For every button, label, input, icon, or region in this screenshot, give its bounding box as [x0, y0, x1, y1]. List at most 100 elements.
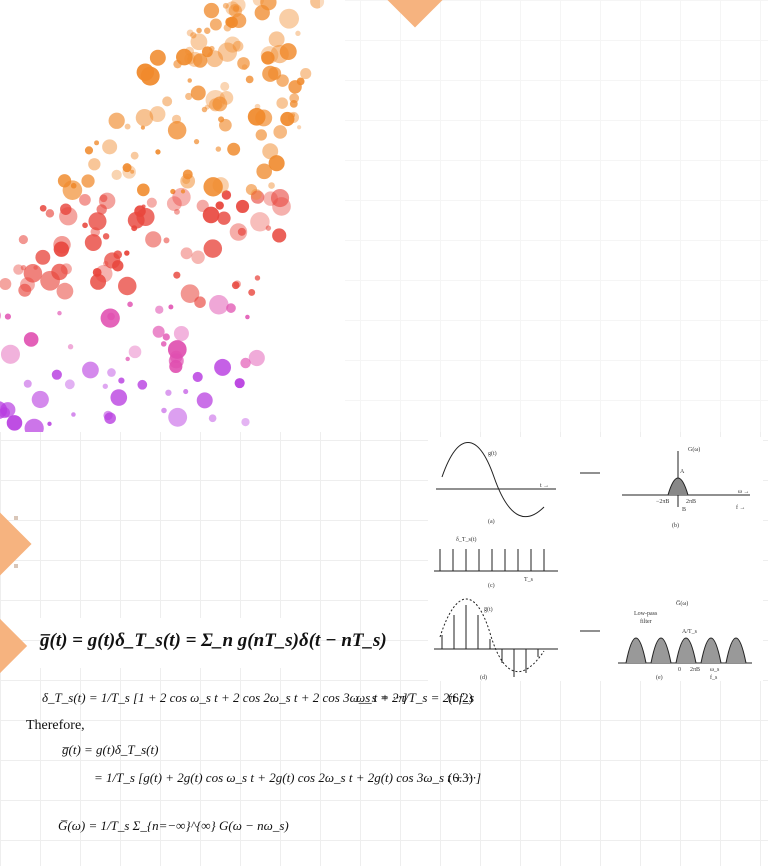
- particle-dot: [146, 197, 157, 208]
- tick-2pib: 2πB: [686, 499, 696, 505]
- decorative-grid-panel: [320, 0, 768, 432]
- particle-dot: [204, 27, 211, 34]
- particle-dot: [255, 129, 267, 141]
- particle-dot: [95, 264, 113, 283]
- equation-6-3-line2: = 1/T_s [g(t) + 2g(t) cos ω_s t + 2g(t) …: [94, 770, 481, 785]
- particle-dot: [196, 392, 213, 409]
- particle-dot: [272, 197, 291, 216]
- particle-dot: [18, 283, 32, 297]
- particle-dot: [248, 349, 265, 367]
- particle-dot: [254, 275, 261, 281]
- particle-dot: [245, 75, 254, 84]
- particle-dot: [190, 33, 208, 51]
- particle-dot: [276, 97, 288, 109]
- particle-dot: [35, 249, 51, 265]
- sampled-spectrum-label: G̅(ω): [676, 600, 688, 607]
- particle-dot: [118, 377, 125, 384]
- impulse-label: δ_T_s(t): [456, 536, 477, 543]
- particle-dot: [88, 158, 101, 171]
- particle-dot: [33, 265, 38, 270]
- particle-dot: [137, 183, 150, 197]
- particle-dot: [57, 174, 72, 188]
- particle-dot: [170, 188, 176, 195]
- particle-dot: [240, 357, 251, 369]
- particle-dot: [166, 196, 182, 212]
- particle-dot: [111, 169, 122, 181]
- particle-dot: [152, 325, 165, 338]
- particle-dot: [268, 31, 285, 48]
- particle-dot: [237, 57, 250, 70]
- particle-dot: [103, 260, 109, 267]
- particle-dot: [149, 49, 166, 66]
- particle-dot: [214, 358, 232, 376]
- particle-dot: [173, 325, 189, 342]
- therefore-label: Therefore,: [26, 718, 85, 733]
- particle-dot: [51, 369, 62, 380]
- particle-dot: [18, 234, 28, 245]
- panel-label-c: (c): [488, 582, 495, 589]
- equation-sampled-signal: g̅(t) = g(t)δ_T_s(t) = Σ_n g(nT_s)δ(t − …: [40, 618, 387, 668]
- filter-label-line2: filter: [640, 618, 652, 625]
- particle-dot: [110, 389, 128, 406]
- particle-dot: [0, 278, 12, 291]
- particle-dot: [208, 414, 217, 423]
- particle-dot: [224, 36, 241, 53]
- particle-dot: [82, 361, 99, 379]
- particle-dot: [268, 155, 285, 172]
- sampled-spectrum-lobes: [625, 637, 747, 664]
- particle-dot: [102, 139, 118, 155]
- particle-dot: [124, 250, 130, 256]
- particle-dot: [194, 296, 206, 309]
- particle-dot: [23, 264, 43, 283]
- particle-dot: [100, 308, 120, 328]
- particle-dot: [300, 68, 312, 80]
- particle-dot: [155, 305, 164, 314]
- particle-dot: [227, 142, 241, 156]
- particle-dot: [203, 177, 223, 197]
- particle-dot: [57, 310, 62, 316]
- particle-dot: [217, 211, 231, 225]
- particle-dot: [270, 188, 290, 208]
- particle-dot: [209, 18, 222, 31]
- spectrum-replica: [700, 637, 722, 664]
- particle-dot: [39, 204, 47, 212]
- axis-f-label: f →: [736, 504, 746, 511]
- particle-dot: [206, 50, 224, 68]
- particle-dot: [234, 378, 245, 389]
- signal-label: g(t): [488, 450, 497, 457]
- particle-dot: [64, 379, 75, 390]
- particle-dot: [222, 2, 229, 9]
- particle-dot: [167, 120, 187, 140]
- panel-label-e: (e): [656, 674, 663, 681]
- particle-dot: [112, 260, 124, 272]
- particle-dot: [176, 48, 193, 66]
- particle-dot: [90, 273, 107, 290]
- particle-dot: [23, 332, 39, 347]
- particle-dot: [4, 313, 11, 320]
- particle-dot: [183, 388, 189, 395]
- particle-dot: [125, 356, 130, 362]
- particle-dot: [145, 231, 162, 248]
- particle-dot: [250, 212, 270, 232]
- particle-dot: [190, 32, 197, 39]
- particle-dot: [168, 304, 174, 310]
- particle-dot: [168, 407, 188, 427]
- spectrum-replica: [675, 637, 697, 664]
- particle-dot: [180, 247, 193, 260]
- particle-dot: [127, 301, 133, 308]
- particle-dot: [235, 199, 250, 214]
- particle-dot: [215, 201, 224, 210]
- particle-dot: [232, 40, 244, 52]
- particle-dot: [118, 276, 137, 296]
- particle-dot: [124, 123, 131, 130]
- particle-dot: [107, 368, 116, 377]
- particle-dot: [135, 108, 154, 127]
- particle-dot: [226, 303, 236, 313]
- particle-dot: [82, 222, 88, 229]
- particle-dot: [108, 112, 125, 129]
- particle-dot: [162, 96, 173, 107]
- particle-dot: [163, 237, 170, 244]
- particle-dot: [122, 165, 136, 179]
- spectrum-replica: [650, 637, 672, 664]
- particle-dot: [245, 314, 250, 320]
